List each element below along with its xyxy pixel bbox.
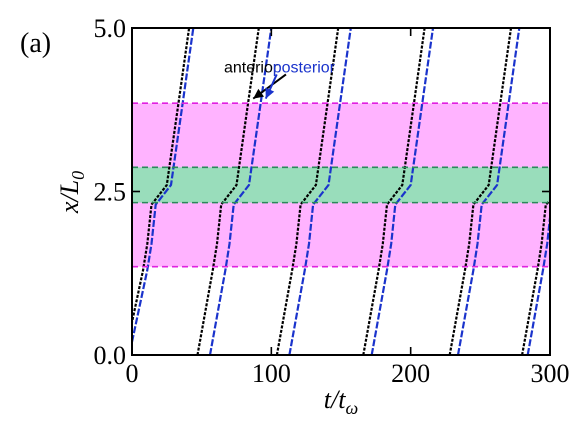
y-tick-label: 5.0 (94, 14, 127, 43)
x-axis-label-main: t/t (324, 385, 346, 414)
y-axis-label-main: x/L (55, 180, 84, 214)
posterior-trajectory-1 (132, 28, 195, 343)
anterior-arrow-head (253, 88, 265, 99)
bands-layer (132, 103, 550, 267)
anterior-trajectory-2 (196, 28, 260, 355)
anterior-trajectory-4 (362, 28, 426, 355)
trajectories-layer (132, 28, 550, 355)
y-tick-label: 2.5 (94, 178, 127, 207)
posterior-arrow-head (265, 87, 275, 99)
x-axis-label: t/tω (324, 385, 358, 418)
y-tick-label: 0.0 (94, 341, 127, 370)
posterior-trajectory-5 (456, 28, 521, 355)
posterior-label: posterior (273, 59, 336, 76)
posterior-trajectory-3 (288, 28, 352, 355)
x-tick-label: 100 (252, 359, 291, 388)
anterior-trajectory-3 (275, 28, 340, 355)
posterior-trajectory-2 (208, 28, 273, 355)
posterior-trajectory-6 (526, 217, 550, 355)
x-axis-label-sub: ω (345, 398, 358, 418)
panel-label: (a) (20, 28, 51, 59)
x-tick-label: 200 (391, 359, 430, 388)
anterior-trajectory-5 (448, 28, 513, 355)
y-axis-label: x/L0 (55, 171, 88, 214)
inner-band (132, 167, 550, 203)
posterior-trajectory-4 (370, 28, 435, 355)
ticks-layer: 0 100 200 300 0.0 2.5 5.0 (94, 14, 570, 388)
x-tick-label: 0 (126, 359, 139, 388)
y-axis-label-sub: 0 (68, 171, 88, 180)
x-tick-label: 300 (531, 359, 570, 388)
anterior-label: anterior (224, 59, 279, 76)
anterior-trajectory-1 (132, 28, 191, 328)
